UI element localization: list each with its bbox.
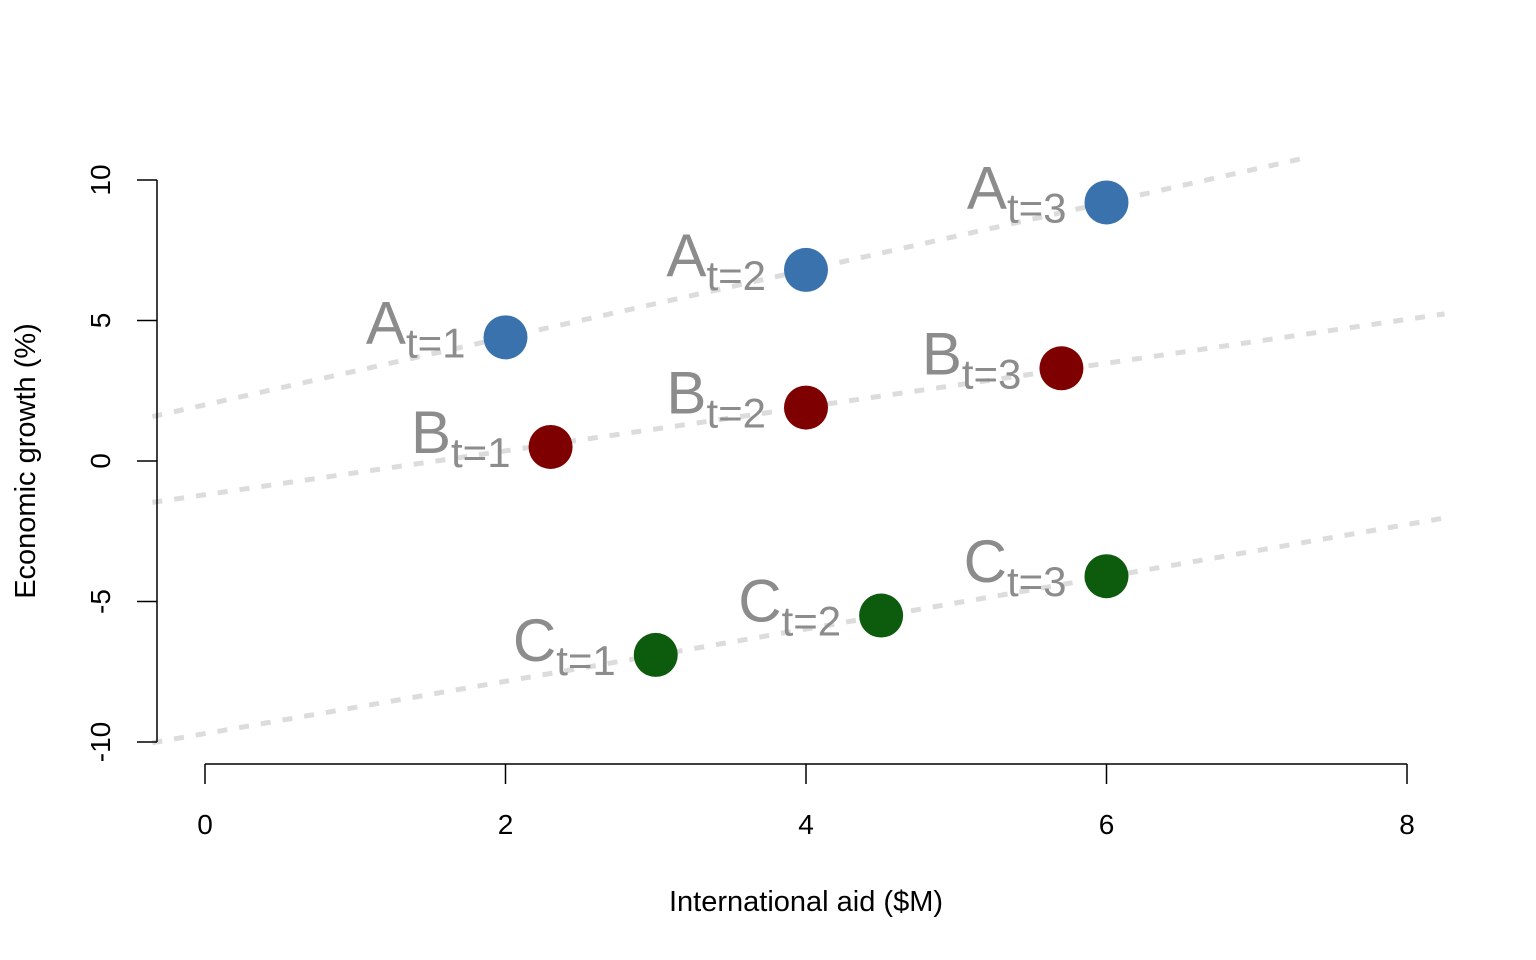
y-axis-title: Economic growth (%) (10, 323, 42, 599)
point-label: At=2 (666, 222, 766, 299)
point-label: At=3 (967, 154, 1067, 231)
point-label-subscript: t=3 (962, 350, 1022, 397)
data-points (483, 180, 1129, 677)
point-label-group: A (366, 289, 406, 356)
point-labels: At=1At=2At=3Bt=1Bt=2Bt=3Ct=1Ct=2Ct=3 (366, 154, 1067, 683)
point-label: Ct=3 (964, 528, 1067, 605)
point-label-group: A (666, 222, 706, 289)
x-tick-label: 2 (498, 809, 514, 840)
point-label-subscript: t=3 (1007, 184, 1067, 231)
point-label-group: B (922, 320, 962, 387)
point-b-t1 (528, 424, 573, 469)
y-tick-label: 0 (85, 453, 116, 469)
point-a-t2 (784, 247, 828, 292)
point-c-t1 (633, 632, 678, 677)
point-a-t3 (1084, 180, 1129, 225)
point-label-group: C (513, 607, 556, 674)
x-tick-label: 0 (197, 809, 213, 840)
point-label: Bt=2 (666, 360, 766, 437)
point-a-t1 (483, 315, 528, 360)
point-label-subscript: t=2 (706, 252, 766, 299)
point-label-group: B (666, 360, 706, 427)
y-tick-label: 10 (85, 164, 116, 195)
x-tick-label: 8 (1399, 809, 1415, 840)
y-tick-label: 5 (85, 313, 116, 329)
point-c-t3 (1084, 554, 1129, 599)
point-label: Ct=2 (738, 568, 841, 645)
point-label-subscript: t=2 (706, 390, 766, 437)
point-label-subscript: t=1 (556, 637, 616, 684)
point-label: Bt=1 (411, 399, 511, 476)
x-tick-label: 4 (798, 809, 814, 840)
point-label-subscript: t=3 (1007, 558, 1067, 605)
point-label: Bt=3 (922, 320, 1022, 397)
trend-lines (151, 154, 1445, 746)
point-label-group: C (738, 568, 781, 635)
point-b-t2 (784, 385, 828, 430)
point-label-group: B (411, 399, 451, 466)
ticks: 0 2 4 6 8 -10 -5 0 5 10 (85, 164, 1415, 840)
point-label-subscript: t=1 (406, 319, 466, 366)
point-label-group: C (964, 528, 1007, 595)
x-axis-title: International aid ($M) (669, 886, 943, 918)
point-label: Ct=1 (513, 607, 616, 684)
x-tick-label: 6 (1099, 809, 1115, 840)
y-tick-label: -10 (85, 722, 116, 762)
point-label: At=1 (366, 289, 466, 366)
point-b-t3 (1039, 346, 1084, 391)
axes (156, 180, 1407, 765)
point-label-subscript: t=2 (782, 598, 842, 645)
point-c-t2 (859, 593, 904, 638)
y-tick-label: -5 (85, 589, 116, 614)
point-label-subscript: t=1 (451, 429, 511, 476)
point-label-group: A (967, 154, 1007, 221)
